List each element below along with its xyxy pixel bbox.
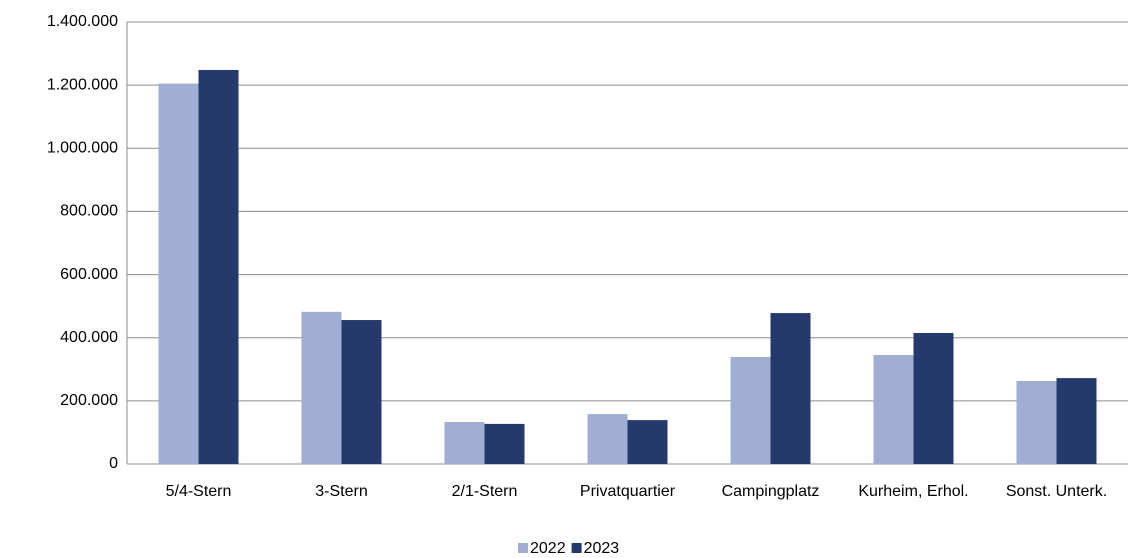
x-tick-label: 3-Stern: [315, 483, 367, 500]
bar: [730, 356, 771, 464]
y-tick-label: 1.400.000: [47, 13, 118, 30]
legend-swatch: [518, 543, 528, 553]
y-tick-label: 1.000.000: [47, 140, 118, 157]
bar: [341, 320, 382, 464]
x-tick-label: Sonst. Unterk.: [1006, 483, 1107, 500]
legend-label: 2022: [530, 540, 566, 557]
bar: [301, 311, 342, 464]
y-tick-label: 1.200.000: [47, 76, 118, 93]
bar: [770, 313, 811, 464]
bar: [198, 69, 239, 464]
bar: [587, 414, 628, 464]
x-tick-label: 5/4-Stern: [166, 483, 232, 500]
legend-label: 2023: [584, 540, 620, 557]
bar: [913, 332, 954, 464]
bar: [873, 355, 914, 464]
y-tick-label: 400.000: [60, 329, 118, 346]
bar: [484, 423, 525, 464]
y-tick-label: 200.000: [60, 392, 118, 409]
bar: [444, 422, 485, 464]
y-tick-label: 0: [109, 455, 118, 472]
x-tick-label: Privatquartier: [580, 483, 676, 500]
y-tick-label: 600.000: [60, 266, 118, 283]
bar: [158, 83, 199, 465]
x-tick-label: Kurheim, Erhol.: [858, 483, 968, 500]
x-tick-label: 2/1-Stern: [452, 483, 518, 500]
y-tick-label: 800.000: [60, 203, 118, 220]
bar: [1016, 380, 1057, 464]
x-tick-label: Campingplatz: [722, 483, 820, 500]
legend-swatch: [571, 543, 582, 553]
bar: [627, 420, 668, 464]
bar: [1056, 378, 1097, 464]
